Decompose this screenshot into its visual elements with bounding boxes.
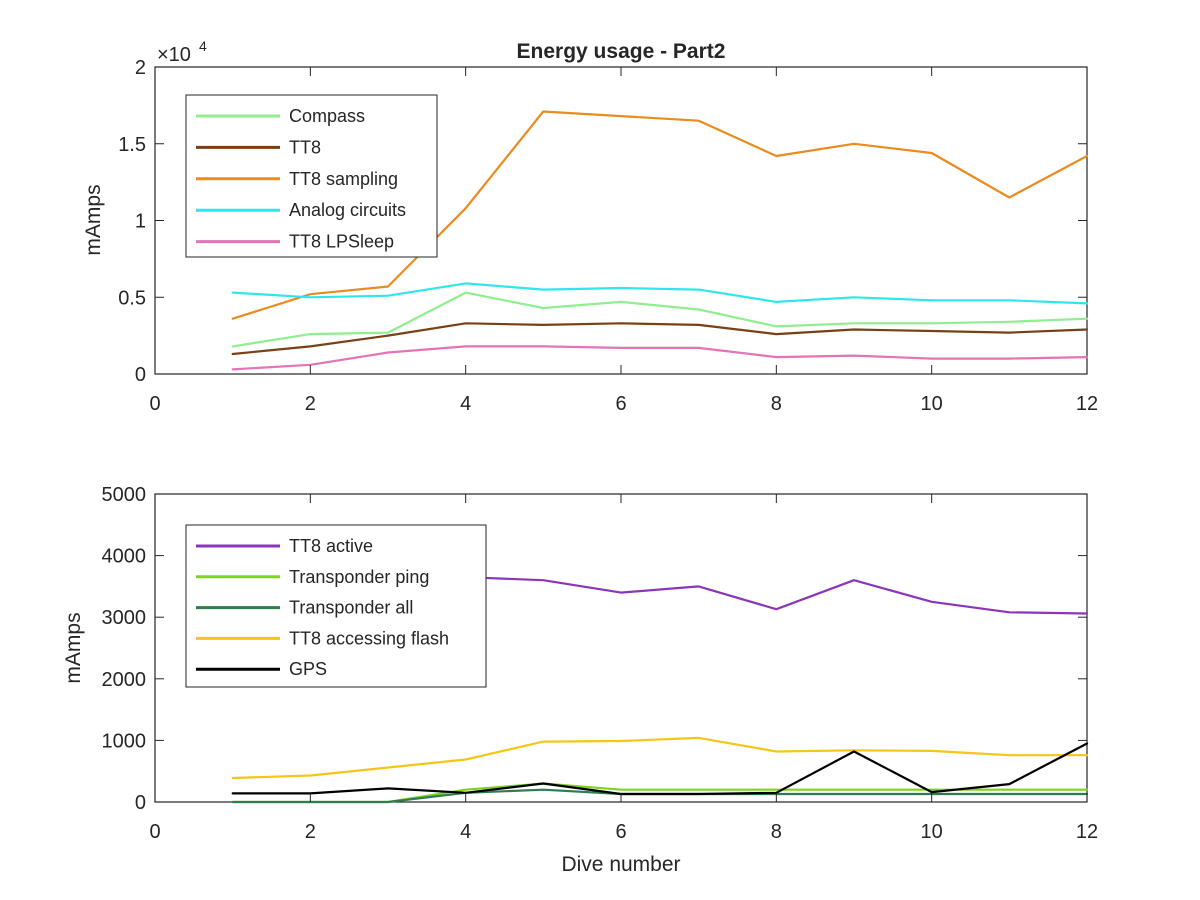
series-line-compass <box>231 291 1089 348</box>
x-tick-label: 2 <box>305 393 316 415</box>
x-tick-label: 4 <box>460 821 471 843</box>
y-tick-label: 4000 <box>102 546 147 568</box>
legend-entry-label: Analog circuits <box>289 200 406 220</box>
legend-entry-label: TT8 accessing flash <box>289 628 449 648</box>
bottom-axis-ticks: 0 2 4 6 8 10 12 0 1000 2000 3000 4000 5000 <box>102 484 1099 843</box>
legend-box <box>185 524 487 688</box>
chart-title: Energy usage - Part2 <box>517 40 726 63</box>
x-tick-label: 6 <box>615 393 626 415</box>
x-tick-label: 10 <box>921 393 943 415</box>
legend-entry-label: Transponder ping <box>289 567 429 587</box>
y-tick-label: 2 <box>135 57 146 79</box>
series-line-tt8-lpsleep <box>231 345 1089 371</box>
x-tick-label: 0 <box>149 821 160 843</box>
legend-entry-label: TT8 sampling <box>289 169 398 189</box>
svg-text:4: 4 <box>199 38 207 54</box>
series-line-analog-circuits <box>231 282 1089 305</box>
legend-entry-label: Transponder all <box>289 598 413 618</box>
series-line-gps <box>231 742 1089 796</box>
bottom-y-axis-label: mAmps <box>62 612 85 683</box>
x-tick-label: 8 <box>771 393 782 415</box>
bottom-series-lines <box>231 560 1089 804</box>
svg-text:×10: ×10 <box>157 44 191 66</box>
legend-entry-label: TT8 <box>289 137 321 157</box>
x-tick-label: 8 <box>771 821 782 843</box>
x-tick-label: 0 <box>149 393 160 415</box>
y-tick-label: 2000 <box>102 669 147 691</box>
x-tick-label: 4 <box>460 393 471 415</box>
legend-entry-label: TT8 LPSleep <box>289 232 394 252</box>
y-tick-label: 5000 <box>102 484 147 506</box>
legend-entry-label: GPS <box>289 659 327 679</box>
y-tick-label: 1 <box>135 211 146 233</box>
y-tick-label: 1000 <box>102 730 147 752</box>
x-tick-label: 12 <box>1076 393 1098 415</box>
bottom-chart: 0 2 4 6 8 10 12 0 1000 2000 3000 4000 5000 Dive numb… <box>62 484 1098 876</box>
series-line-tt8-sampling <box>231 110 1089 320</box>
x-tick-label: 12 <box>1076 821 1098 843</box>
x-tick-label: 2 <box>305 821 316 843</box>
legend-box <box>185 94 438 258</box>
top-axis-ticks: 0 2 4 6 8 10 12 0 0.5 1 1.5 2 <box>118 57 1098 415</box>
top-series-lines <box>231 110 1089 371</box>
legend-entry-label: Compass <box>289 106 365 126</box>
bottom-legend: TT8 active Transponder ping Transponder al… <box>185 524 487 688</box>
top-legend: Compass TT8 TT8 sampling Analog circuits TT8… <box>185 94 438 258</box>
x-axis-label: Dive number <box>561 853 680 876</box>
y-exponent-label: ×10 4 <box>157 38 207 66</box>
series-line-tt8 <box>231 322 1089 356</box>
series-line-tt8-accessing-flash <box>231 736 1089 780</box>
y-tick-label: 1.5 <box>118 134 146 156</box>
y-tick-label: 0 <box>135 792 146 814</box>
y-tick-label: 0.5 <box>118 287 146 309</box>
x-tick-label: 6 <box>615 821 626 843</box>
top-y-axis-label: mAmps <box>82 184 105 255</box>
y-tick-label: 3000 <box>102 607 147 629</box>
x-tick-label: 10 <box>921 821 943 843</box>
legend-entry-label: TT8 active <box>289 536 373 556</box>
y-tick-label: 0 <box>135 364 146 386</box>
